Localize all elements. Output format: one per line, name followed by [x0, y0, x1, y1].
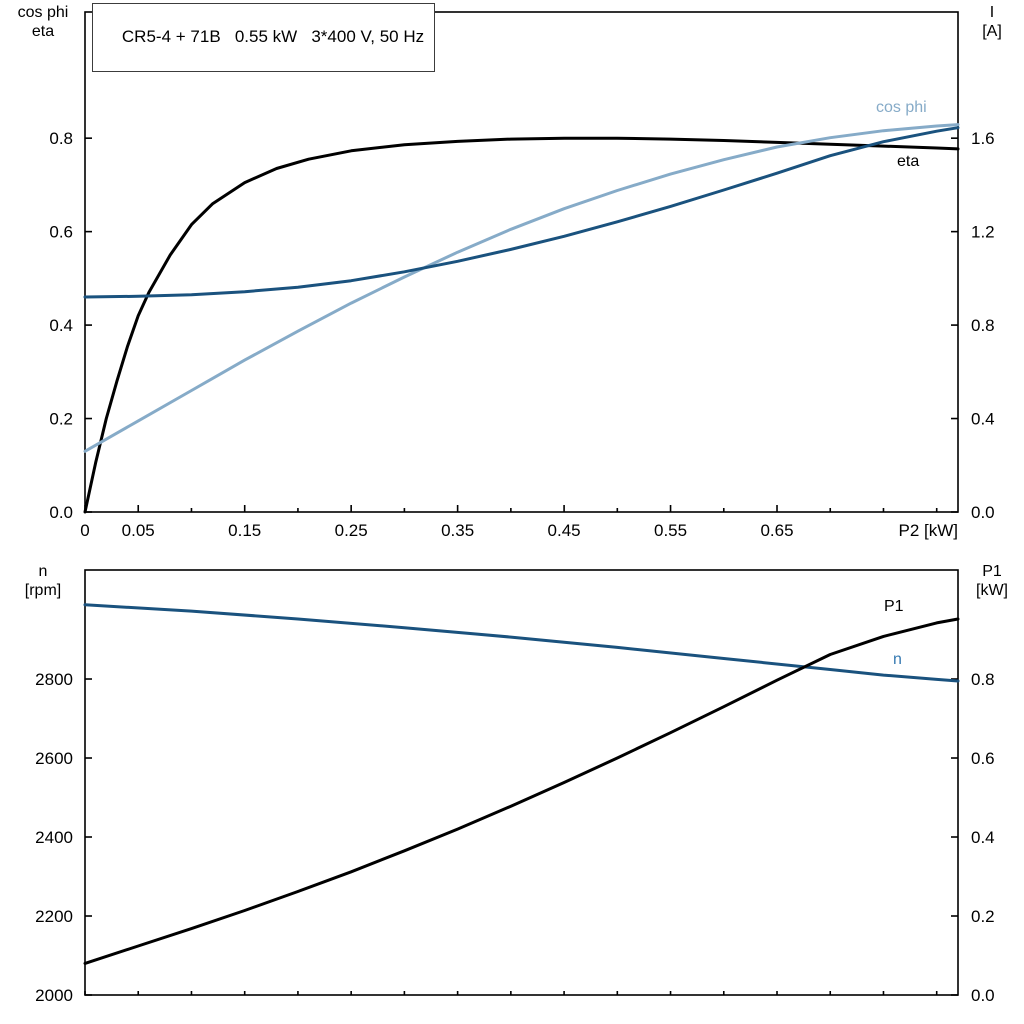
- y-right-tick-label: 1.6: [971, 129, 995, 148]
- plot-frame: [84, 11, 959, 513]
- x-tick-label: 0.55: [654, 521, 687, 540]
- y-right-tick-label: 0.0: [971, 503, 995, 522]
- x-tick-label: 0.35: [441, 521, 474, 540]
- y-left-tick-label: 2000: [35, 986, 73, 1005]
- series-n: [83, 603, 960, 683]
- p1-curve-label: P1: [884, 598, 904, 615]
- y-left-tick-label: 2800: [35, 670, 73, 689]
- y-left-tick-label: 0.8: [49, 129, 73, 148]
- y-left-tick-label: 0.6: [49, 223, 73, 242]
- y-right-tick-label: 0.2: [971, 907, 995, 926]
- x-tick-label: 0.05: [122, 521, 155, 540]
- bottom-chart-left-axis-title: n [rpm]: [2, 562, 84, 600]
- series-eta: [83, 136, 960, 514]
- p1-unit-label: [kW]: [976, 582, 1008, 599]
- bottom-chart-right-axis-title: P1 [kW]: [964, 562, 1020, 600]
- n-curve-label: n: [893, 651, 902, 668]
- y-right-tick-label: 0.8: [971, 316, 995, 335]
- eta-curve-label: eta: [897, 153, 920, 170]
- y-right-tick-label: 0.8: [971, 670, 995, 689]
- p1-axis-label: P1: [982, 563, 1002, 580]
- series-i: [83, 126, 960, 299]
- top-chart-left-axis-title: cos phi eta: [2, 3, 84, 41]
- bottom-chart: 2000 2200 2400 2600 2800 0.0 0.2 0.4 0.6 0.8: [35, 569, 995, 1005]
- y-left-tick-label: 2600: [35, 749, 73, 768]
- y-left-tick-label: 2200: [35, 907, 73, 926]
- current-axis-label: I: [989, 4, 995, 21]
- x-tick-label: 0.45: [548, 521, 581, 540]
- current-unit-label: [A]: [982, 23, 1002, 40]
- x-tick-label: 0.25: [335, 521, 368, 540]
- y-left-tick-label: 0.2: [49, 410, 73, 429]
- y-right-tick-label: 0.6: [971, 749, 995, 768]
- cos-phi-curve-label: cos phi: [876, 99, 927, 116]
- y-right-tick-label: 0.4: [971, 410, 995, 429]
- y-left-tick-label: 0.0: [49, 503, 73, 522]
- y-left-tick-label: 2400: [35, 828, 73, 847]
- series-p1: [83, 617, 960, 965]
- series-cos-phi: [83, 123, 960, 453]
- cos-phi-axis-label: cos phi: [17, 4, 69, 21]
- y-right-tick-label: 0.0: [971, 986, 995, 1005]
- chart-title: CR5-4 + 71B 0.55 kW 3*400 V, 50 Hz: [121, 27, 425, 46]
- y-right-tick-label: 0.4: [971, 828, 995, 847]
- chart-title-box: CR5-4 + 71B 0.55 kW 3*400 V, 50 Hz: [92, 3, 436, 72]
- eta-axis-label: eta: [31, 23, 55, 40]
- x-tick-label: 0: [80, 521, 89, 540]
- top-chart-right-axis-title: I [A]: [964, 3, 1020, 41]
- top-chart: 0.0 0.2 0.4 0.6 0.8 0.0 0.4 0.8 1.2 1.6 0 0.05 0.15 0…: [49, 11, 995, 540]
- speed-unit-label: [rpm]: [24, 582, 62, 599]
- plot-frame: [84, 569, 959, 996]
- y-right-tick-label: 1.2: [971, 223, 995, 242]
- speed-axis-label: n: [38, 563, 48, 580]
- x-axis-label: P2 [kW]: [898, 521, 958, 540]
- y-left-tick-label: 0.4: [49, 316, 73, 335]
- x-tick-label: 0.65: [760, 521, 793, 540]
- x-tick-label: 0.15: [228, 521, 261, 540]
